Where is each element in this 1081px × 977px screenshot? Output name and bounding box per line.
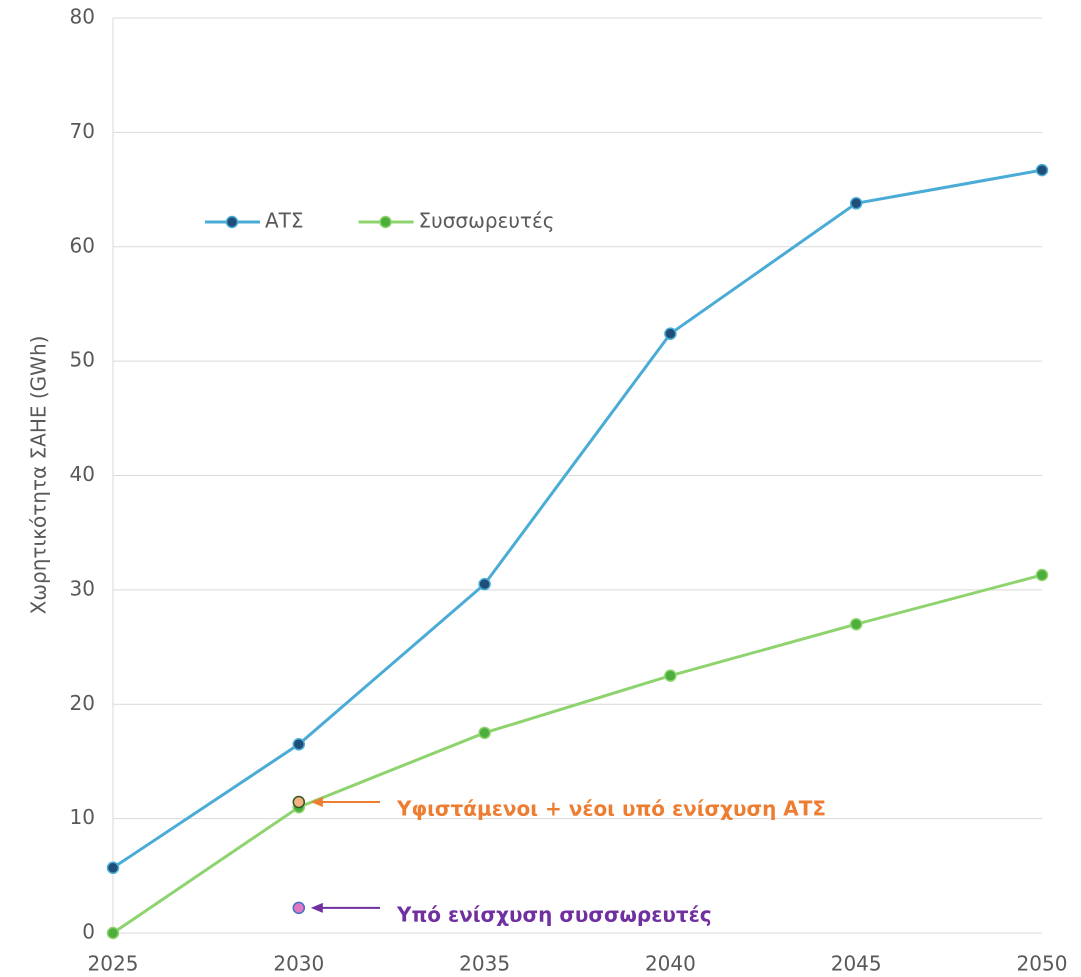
annotation-point — [292, 795, 306, 809]
annotation-text: Υπό ενίσχυση συσσωρευτές — [396, 902, 712, 926]
data-point — [478, 726, 491, 740]
y-tick-label: 60 — [70, 233, 95, 257]
annotation-arrowhead — [310, 797, 323, 808]
legend-marker — [225, 215, 239, 229]
y-tick-label: 0 — [82, 920, 95, 944]
legend-marker — [379, 215, 392, 229]
y-tick-label: 70 — [70, 119, 95, 143]
y-tick-label: 10 — [70, 805, 95, 829]
annotation-text: Υφιστάμενοι + νέοι υπό ενίσχυση ΑΤΣ — [396, 797, 826, 821]
y-tick-label: 30 — [70, 576, 95, 600]
x-tick-label: 2035 — [459, 952, 510, 976]
x-tick-label: 2045 — [831, 952, 882, 976]
data-point — [849, 617, 863, 631]
x-tick-label: 2030 — [273, 952, 324, 976]
annotation-point — [292, 901, 306, 915]
series-line — [112, 168, 1043, 870]
data-point — [664, 327, 677, 340]
legend-label: ΑΤΣ — [265, 209, 304, 233]
data-point — [1035, 163, 1049, 177]
data-point — [106, 861, 120, 875]
y-tick-label: 50 — [70, 348, 95, 372]
y-tick-label: 80 — [70, 5, 95, 29]
y-axis-label: Χωρητικότητα ΣΑΗΕ (GWh) — [27, 336, 51, 615]
x-tick-label: 2050 — [1017, 952, 1068, 976]
series-line — [112, 573, 1043, 935]
data-point — [1035, 568, 1049, 582]
x-tick-label: 2025 — [88, 952, 139, 976]
data-point — [292, 738, 306, 751]
y-tick-label: 40 — [70, 462, 95, 486]
x-tick-label: 2040 — [645, 952, 696, 976]
data-point — [849, 197, 863, 210]
y-tick-label: 20 — [70, 691, 95, 715]
legend-label: Συσσωρευτές — [419, 209, 555, 233]
data-point — [106, 926, 120, 940]
data-point — [478, 577, 491, 591]
annotation-arrowhead — [310, 902, 323, 913]
data-point — [664, 669, 677, 682]
